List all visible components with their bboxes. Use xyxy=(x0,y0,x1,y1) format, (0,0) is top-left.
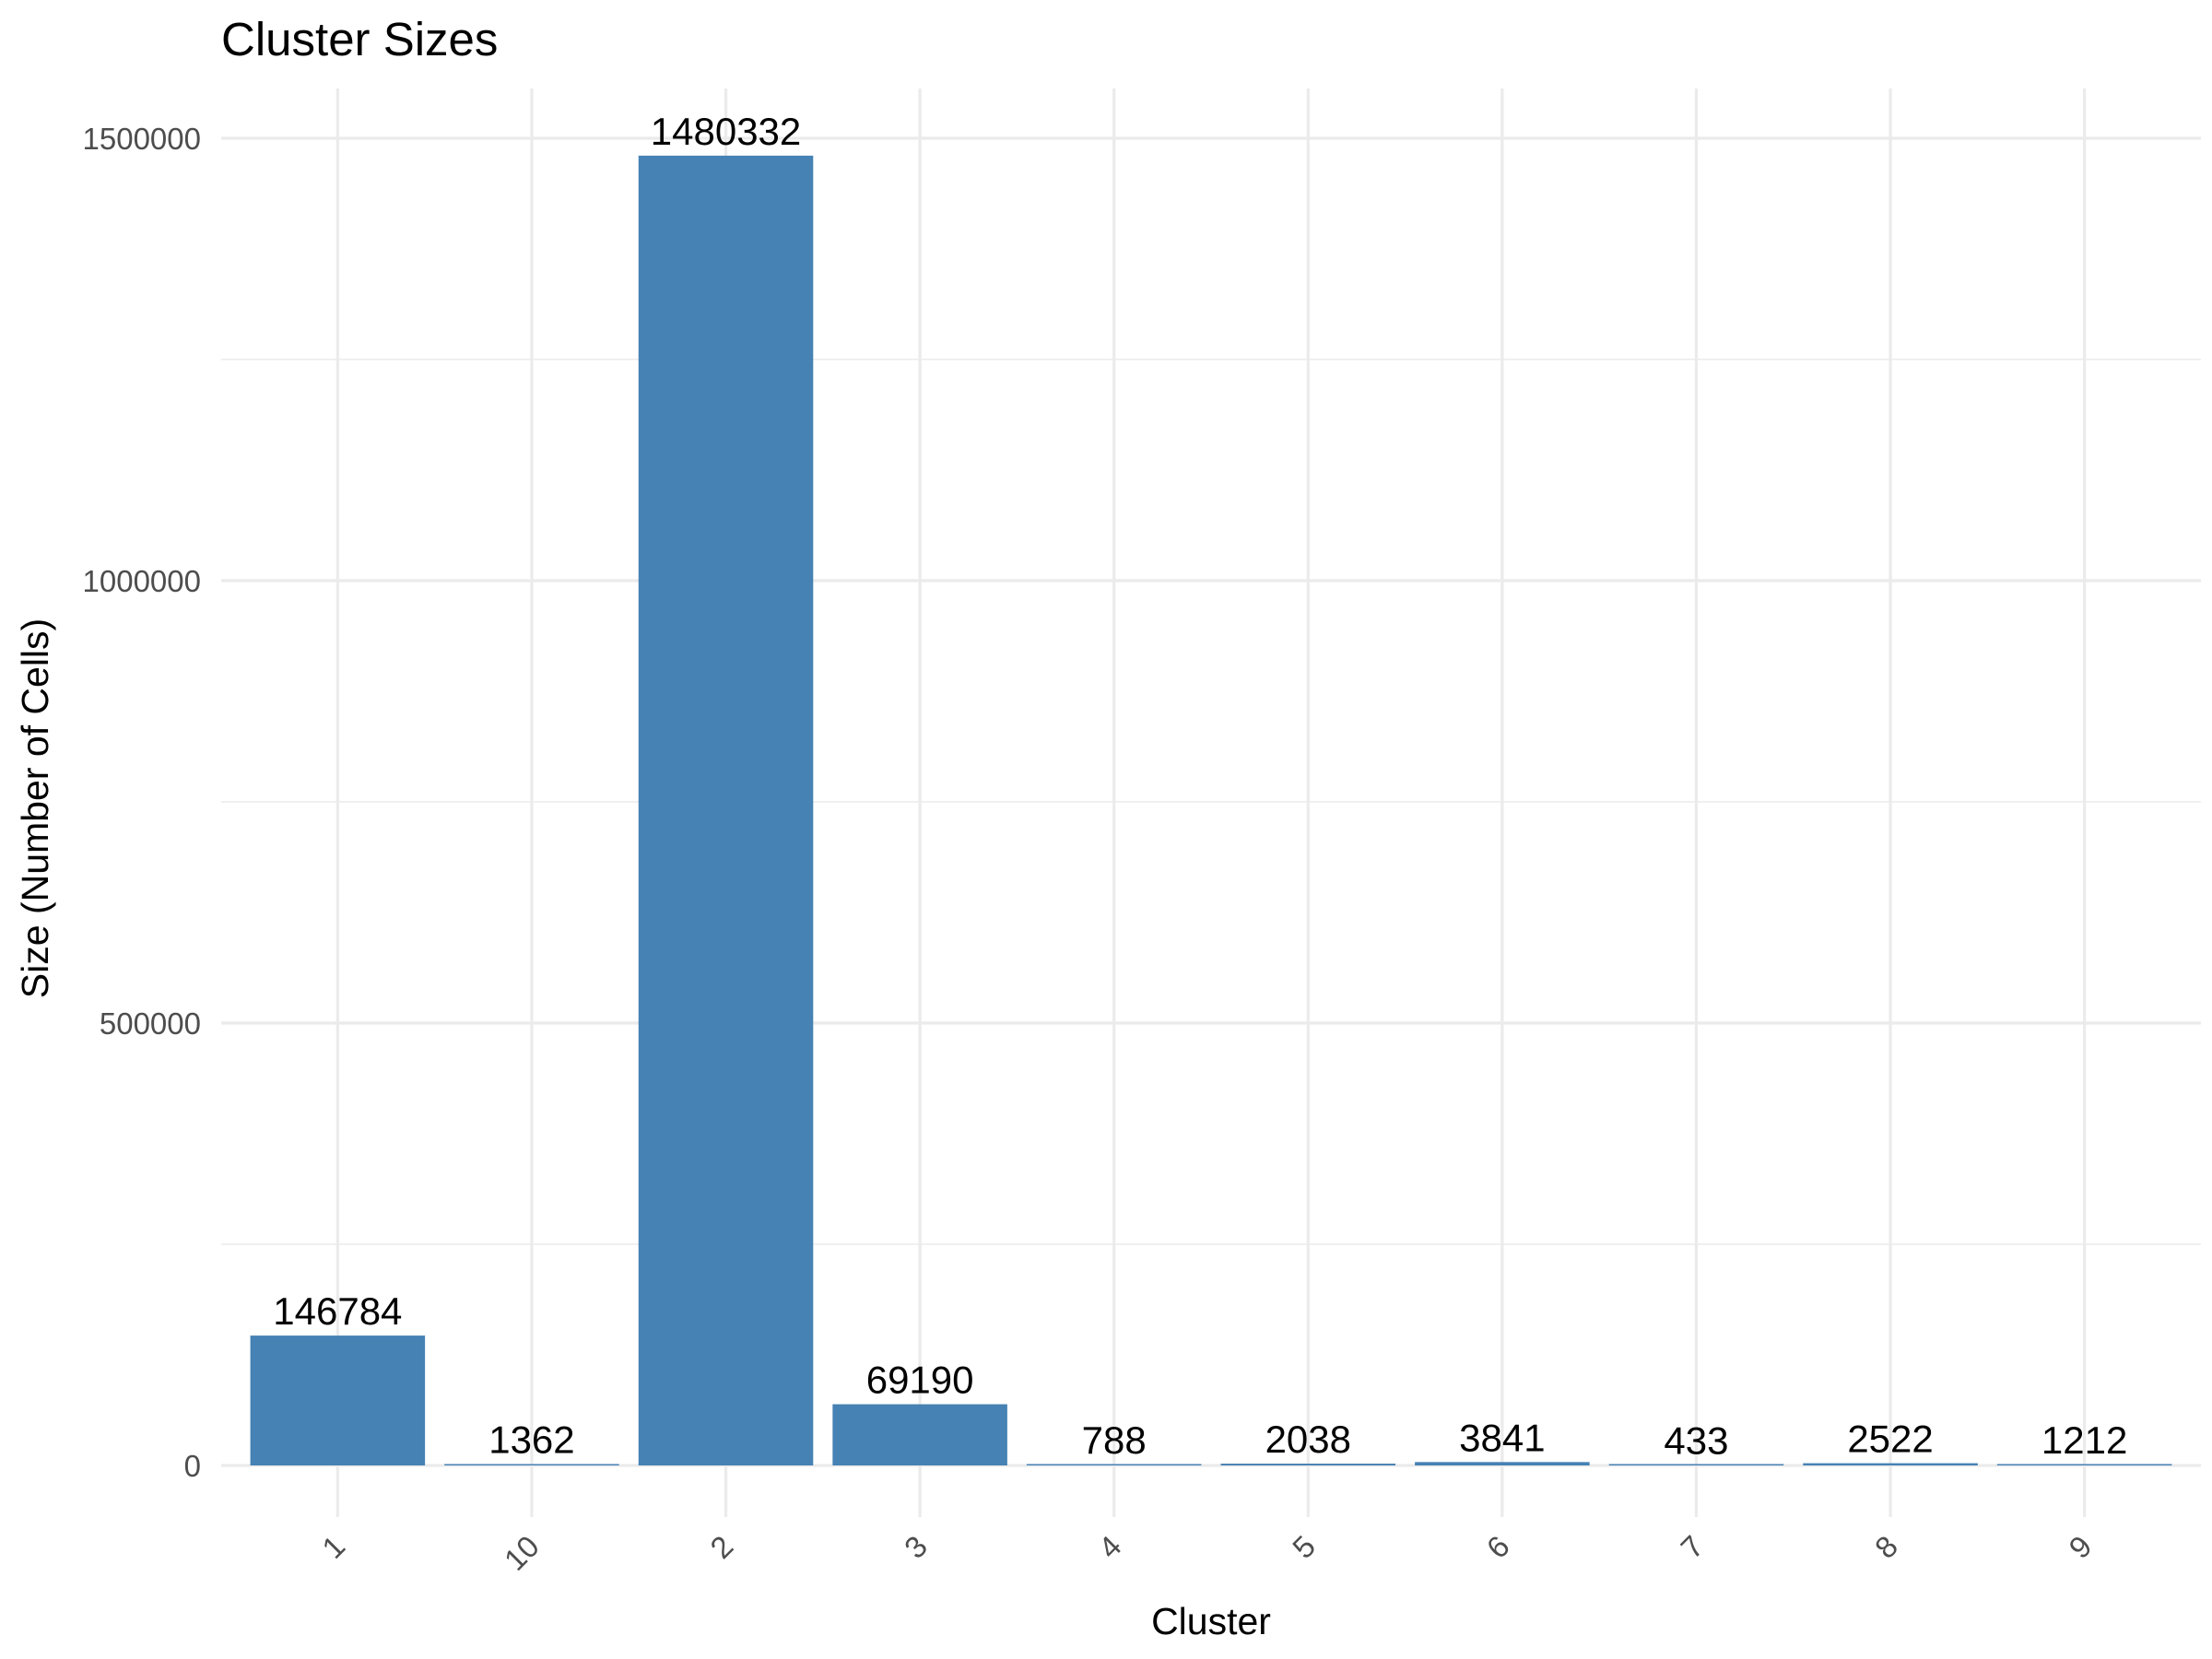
data-label-cluster-5: 2038 xyxy=(1265,1418,1351,1461)
y-tick-label: 0 xyxy=(184,1449,201,1483)
bar-cluster-8 xyxy=(1803,1463,1978,1465)
data-labels: 146784 1362 1480332 69190 788 2038 3841 433 2522… xyxy=(273,110,2127,1463)
data-label-cluster-8: 2522 xyxy=(1847,1418,1933,1461)
chart-title: Cluster Sizes xyxy=(221,13,498,65)
bars xyxy=(250,155,2172,1465)
bar-cluster-5 xyxy=(1220,1464,1396,1465)
data-label-cluster-9: 1212 xyxy=(2041,1418,2127,1462)
bar-cluster-9 xyxy=(1996,1464,2172,1465)
x-tick-label: 10 xyxy=(498,1529,546,1577)
bar-cluster-2 xyxy=(638,155,814,1465)
data-label-cluster-2: 1480332 xyxy=(651,110,802,153)
data-label-cluster-7: 433 xyxy=(1664,1419,1728,1463)
bar-cluster-7 xyxy=(1608,1464,1784,1465)
x-tick-label: 2 xyxy=(703,1529,739,1565)
data-label-cluster-3: 69190 xyxy=(866,1359,974,1402)
data-label-cluster-10: 1362 xyxy=(488,1418,574,1462)
x-axis-title: Cluster xyxy=(1151,1600,1271,1642)
data-label-cluster-1: 146784 xyxy=(273,1289,402,1333)
x-tick-label: 5 xyxy=(1286,1529,1322,1565)
data-label-cluster-4: 788 xyxy=(1082,1418,1147,1462)
x-tick-label: 6 xyxy=(1480,1529,1516,1565)
x-tick-label: 3 xyxy=(898,1529,934,1565)
x-tick-label: 4 xyxy=(1092,1529,1128,1565)
x-tick-label: 1 xyxy=(315,1529,351,1565)
x-axis-ticks: 1 10 2 3 4 5 6 7 8 9 xyxy=(315,1529,2098,1577)
bar-cluster-6 xyxy=(1415,1462,1590,1465)
y-tick-label: 1000000 xyxy=(83,564,201,598)
bar-cluster-4 xyxy=(1026,1464,1202,1465)
y-axis-ticks: 0 500000 1000000 1500000 xyxy=(83,122,201,1483)
data-label-cluster-6: 3841 xyxy=(1459,1416,1545,1459)
y-axis-title: Size (Number of Cells) xyxy=(14,618,56,998)
bar-cluster-1 xyxy=(250,1335,426,1465)
bar-cluster-3 xyxy=(832,1404,1007,1465)
y-tick-label: 1500000 xyxy=(83,122,201,156)
y-tick-label: 500000 xyxy=(100,1006,201,1041)
x-tick-label: 9 xyxy=(2062,1529,2098,1565)
x-tick-label: 8 xyxy=(1868,1529,1904,1565)
gridlines xyxy=(221,88,2201,1517)
bar-cluster-10 xyxy=(444,1464,619,1465)
x-tick-label: 7 xyxy=(1674,1529,1710,1565)
